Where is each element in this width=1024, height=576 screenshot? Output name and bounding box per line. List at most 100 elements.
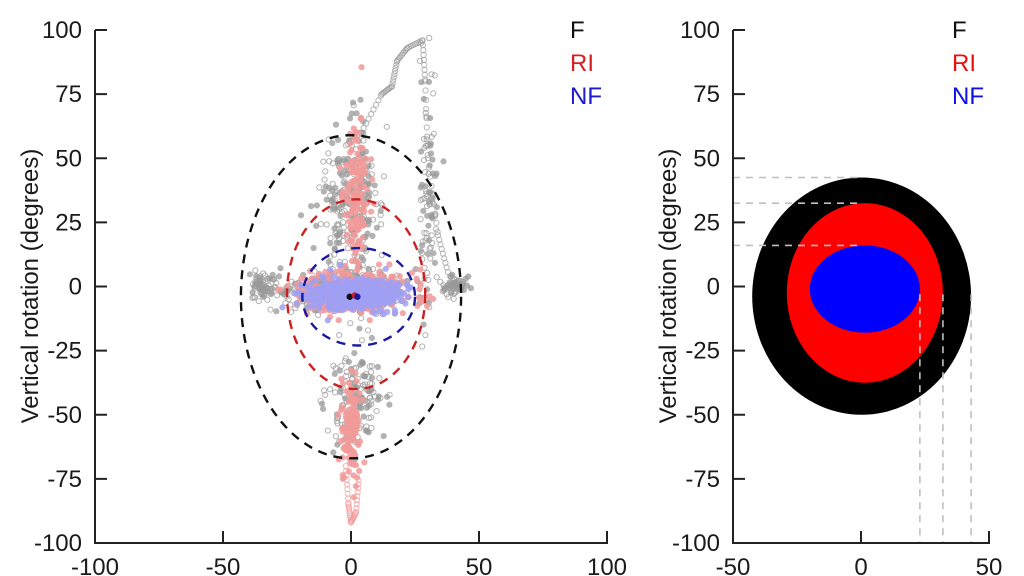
left-x-tick-label: 0 [344,554,357,576]
trace-point [346,180,353,187]
ellipse-nf [301,246,417,347]
right-legend-f: F [952,17,967,44]
trace-point [316,184,323,191]
trace-series-nf [279,262,414,324]
trace-point [316,303,323,310]
trace-point [349,163,356,170]
trace-point [359,360,366,367]
trace-point [427,150,435,157]
trace-point [355,481,362,488]
trace-point [336,332,343,339]
trace-point [391,307,398,314]
trace-point [345,185,352,192]
left-y-tick-label: 50 [55,145,82,172]
trace-point [356,467,363,475]
trace-point [330,449,337,456]
trace-point [275,273,283,280]
trace-point [344,495,352,502]
right-legend-ri: RI [952,50,976,77]
trace-point [419,238,426,245]
trace-point [368,334,375,342]
trace-point [340,436,348,443]
trace-point [358,214,365,221]
right-reference-lines [733,176,972,543]
trace-point [342,463,349,470]
trace-point [421,229,428,237]
trace-point [348,417,355,424]
trace-point [298,275,305,282]
trace-point [369,303,376,310]
trace-point [341,443,348,450]
right-y-tick-label: -75 [685,466,720,493]
trace-point [351,210,358,217]
trace-point [350,125,357,132]
trace-point [368,111,375,118]
trace-point [377,207,384,214]
left-y-tick-label: 25 [55,209,82,236]
trace-point [446,279,453,286]
trace-point [378,284,385,291]
trace-point [324,317,331,324]
trace-point [424,152,431,159]
trace-point [381,300,388,307]
region-nf [809,245,920,333]
trace-point [328,288,335,295]
trace-point [437,278,444,285]
trace-point [432,210,439,217]
trace-point [325,150,332,157]
trace-point [384,308,391,316]
trace-point [317,397,324,404]
trace-point [354,489,361,496]
trace-point [430,250,437,257]
trace-point [345,358,352,365]
trace-point [369,232,376,240]
trace-point [338,362,345,369]
trace-point [427,173,434,180]
trace-point [424,133,431,140]
trace-point [320,158,327,165]
trace-point [288,278,295,285]
trace-point [261,290,268,297]
left-legend-ri: RI [570,50,594,77]
trace-point [350,168,357,175]
trace-point [364,291,371,298]
trace-point [351,350,358,357]
left-legend-f: F [570,17,585,44]
trace-point [353,258,360,265]
trace-point [431,72,438,79]
trace-point [422,87,429,94]
trace-point [308,203,315,210]
trace-point [274,292,281,299]
trace-point [370,266,377,273]
trace-point [361,459,368,466]
trace-point [327,235,334,242]
trace-point [419,343,426,350]
left-confidence-ellipses [239,133,463,460]
trace-point [418,181,426,188]
left-legend: F RI NF [570,17,602,110]
trace-point [391,67,399,75]
right-y-tick-label: 50 [693,145,720,172]
trace-point [333,299,340,306]
right-y-tick-label: -50 [685,402,720,429]
trace-point [326,158,333,165]
trace-point [355,154,363,161]
trace-point [366,395,373,402]
trace-point [362,373,369,380]
trace-point [344,231,351,238]
trace-point [434,229,441,236]
ellipse-ri [285,198,427,391]
trace-point [320,188,327,195]
trace-point [317,221,324,228]
trace-point [386,401,393,408]
trace-point [353,110,360,117]
trace-point [354,265,361,272]
trace-point [322,183,329,190]
trace-point [396,273,403,280]
right-filled-regions [752,177,972,415]
trace-point [256,276,264,284]
trace-point [368,368,375,375]
trace-point [320,405,327,412]
trace-point [365,115,372,122]
